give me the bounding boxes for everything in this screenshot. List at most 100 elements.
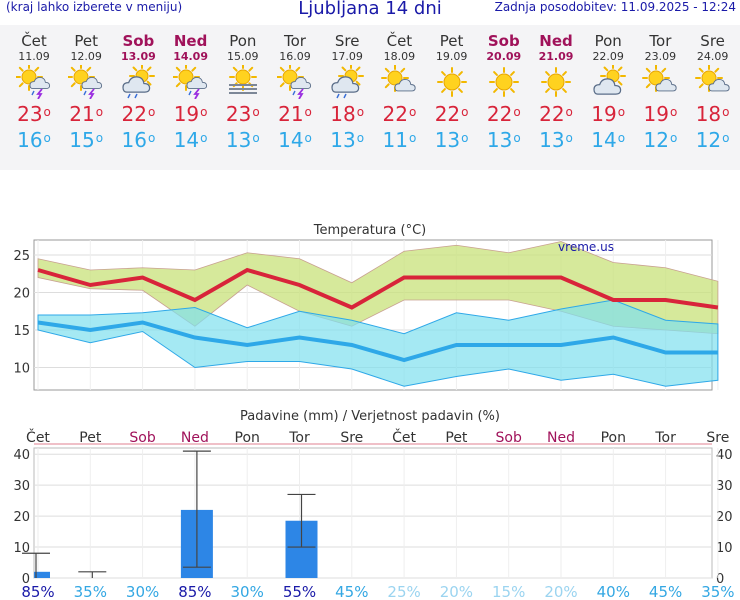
- day-name: Pon: [594, 32, 622, 50]
- y-tick-label: 10: [13, 362, 30, 377]
- min-temp: 12o: [695, 128, 730, 152]
- y-tick-label: 15: [13, 324, 30, 339]
- page-title: Ljubljana 14 dni: [298, 0, 442, 19]
- day-date: 13.09: [120, 50, 156, 63]
- sun-cloud-storm-icon: [60, 63, 112, 101]
- x-tick-label: Čet: [392, 428, 416, 446]
- min-temp: 13o: [225, 128, 260, 152]
- precip-probability: 15%: [492, 583, 525, 600]
- watermark: vreme.us: [558, 240, 614, 254]
- daily-forecast-strip: Čet 11.09 23o 16o Pet 12.09 21o 15o Sob 13.09 22o 1…: [0, 25, 740, 170]
- y-tick-label-left: 0: [22, 572, 30, 587]
- day-name: Tor: [649, 32, 672, 50]
- last-update: Zadnja posodobitev: 11.09.2025 - 12:24: [494, 0, 736, 14]
- day-date: 21.09: [538, 50, 574, 63]
- sun-icon: [426, 63, 478, 101]
- x-tick-label: Sob: [496, 430, 522, 446]
- precip-probability: 35%: [701, 583, 734, 600]
- max-temp-line: [37, 267, 719, 310]
- sun-icon: [478, 63, 530, 101]
- max-temp: 19o: [643, 102, 678, 126]
- min-temp: 13o: [539, 128, 573, 152]
- min-temp: 12o: [643, 128, 678, 152]
- day-date: 24.09: [696, 50, 729, 63]
- day-date: 11.09: [18, 50, 50, 63]
- precip-probability: 55%: [283, 583, 316, 600]
- day-column: Pet 12.09 21o 15o: [60, 25, 112, 153]
- day-name: Ned: [173, 32, 208, 50]
- y-tick-label-left: 10: [13, 541, 30, 556]
- x-tick-label: Ned: [547, 430, 575, 446]
- x-tick-label: Tor: [288, 430, 310, 446]
- chart-title: Temperatura (°C): [313, 223, 426, 238]
- y-tick-label-right: 30: [716, 479, 733, 494]
- min-temp: 16o: [121, 128, 156, 152]
- min-temp: 13o: [330, 128, 365, 152]
- x-tick-label: Pet: [445, 430, 468, 446]
- y-tick-label-right: 10: [716, 541, 733, 556]
- x-tick-label: Sre: [340, 430, 363, 446]
- day-column: Tor 23.09 19o 12o: [634, 25, 686, 153]
- min-temp: 14o: [173, 128, 208, 152]
- min-temp: 14o: [278, 128, 312, 152]
- sun-fog-icon: [217, 63, 269, 101]
- max-temp: 22o: [486, 102, 521, 126]
- day-date: 18.09: [383, 50, 416, 63]
- max-temp: 21o: [69, 102, 104, 126]
- x-tick-label: Čet: [26, 428, 50, 446]
- x-tick-label: Pon: [601, 430, 626, 446]
- precip-probability: 30%: [126, 583, 159, 600]
- menu-hint[interactable]: (kraj lahko izberete v meniju): [6, 0, 183, 14]
- day-date: 16.09: [279, 50, 311, 63]
- precip-probability: 35%: [74, 583, 107, 600]
- x-tick-label: Ned: [181, 430, 209, 446]
- sun-cloud-storm-icon: [165, 63, 217, 101]
- x-tick-label: Tor: [654, 430, 676, 446]
- precip-probability: 20%: [440, 583, 473, 600]
- y-tick-label: 20: [13, 287, 30, 302]
- day-name: Tor: [284, 32, 306, 50]
- max-temp: 21o: [278, 102, 312, 126]
- temperature-chart: Temperatura (°C) 10 15 20 25 vreme.us: [13, 223, 719, 391]
- x-tick-label: Pet: [79, 430, 102, 446]
- y-tick-label: 25: [13, 249, 30, 264]
- min-temp: 13o: [486, 128, 521, 152]
- day-name: Čet: [21, 32, 47, 50]
- precip-probability: 20%: [544, 583, 577, 600]
- day-column: Sre 24.09 18o 12o: [687, 25, 739, 153]
- day-column: Sre 17.09 18o 13o: [321, 25, 373, 153]
- day-column: Čet 18.09 22o 11o: [373, 25, 425, 153]
- sun-cloud-storm-icon: [8, 63, 60, 101]
- day-name: Pet: [439, 32, 464, 50]
- plot-area: [33, 447, 713, 579]
- day-name: Sre: [334, 32, 360, 50]
- max-temp: 22o: [382, 102, 417, 126]
- min-temp: 13o: [434, 128, 469, 152]
- day-column: Sob 20.09 22o 13o: [478, 25, 530, 153]
- precip-probability: 85%: [178, 583, 211, 600]
- day-column: Ned 14.09 19o 14o: [165, 25, 217, 153]
- max-temp: 19o: [173, 102, 208, 126]
- day-date: 14.09: [173, 50, 208, 63]
- day-date: 12.09: [70, 50, 102, 63]
- precip-probability: 45%: [335, 583, 368, 600]
- day-column: Čet 11.09 23o 16o: [8, 25, 60, 153]
- sun-cloud-rain-icon: [321, 63, 373, 101]
- day-name: Sob: [122, 32, 155, 50]
- day-column: Tor 16.09 21o 14o: [269, 25, 321, 153]
- x-tick-label: Pon: [235, 430, 260, 446]
- sun-cloud-icon: [373, 63, 425, 101]
- y-tick-label-left: 30: [13, 479, 30, 494]
- max-temp: 22o: [121, 102, 156, 126]
- chart-title: Padavine (mm) / Verjetnost padavin (%): [240, 409, 500, 424]
- day-date: 15.09: [227, 50, 259, 63]
- day-column: Pon 15.09 23o 13o: [217, 25, 269, 153]
- precip-probability: 40%: [597, 583, 630, 600]
- min-temp: 16o: [17, 128, 51, 152]
- sun-cloud-icon: [634, 63, 686, 101]
- min-temp: 14o: [591, 128, 626, 152]
- cloud-sun-icon: [582, 63, 634, 101]
- day-date: 22.09: [592, 50, 624, 63]
- min-temp-band: [37, 299, 719, 387]
- day-name: Pet: [74, 32, 98, 50]
